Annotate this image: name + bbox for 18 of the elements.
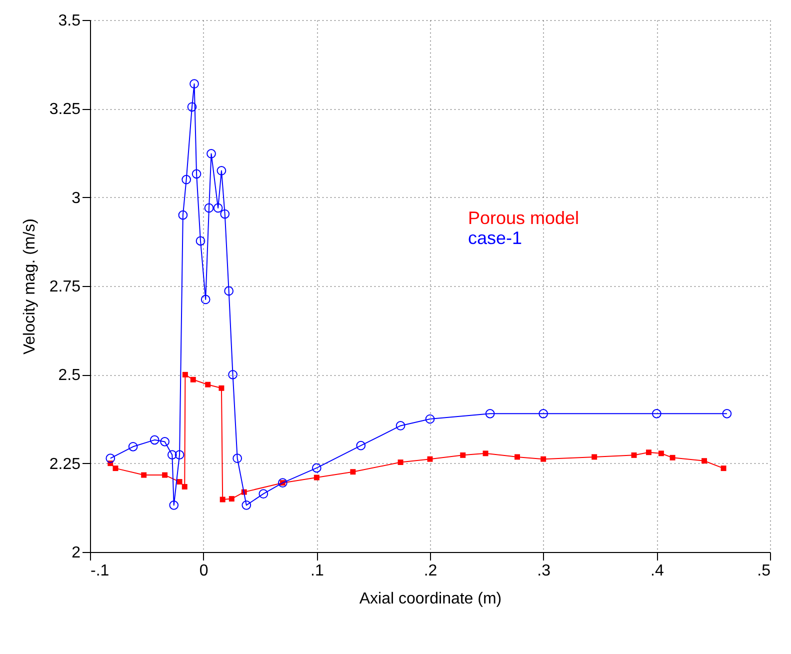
text: Porous model: [468, 208, 580, 228]
x-tick-label: .1: [310, 562, 324, 580]
y-tick-label: 3.5: [58, 12, 81, 30]
x-tick-label: 0: [199, 562, 208, 580]
y-tick-label: 2.25: [49, 456, 81, 473]
x-tick-label: .3: [537, 562, 551, 580]
y-tick-label: 2.75: [49, 278, 81, 296]
x-tick-label: .5: [757, 562, 771, 580]
x-axis-title: Axial coordinate (m): [359, 590, 502, 608]
y-tick-label: 2.5: [58, 367, 81, 384]
y-tick-label: 3.25: [49, 101, 81, 118]
y-tick-label: 2: [72, 544, 81, 562]
y-axis-title: Velocity mag. (m/s): [21, 218, 38, 355]
x-tick-label: .4: [650, 562, 664, 580]
x-tick-label: .2: [424, 562, 438, 580]
x-tick-label: -.1: [90, 562, 110, 580]
text: case-1: [468, 228, 522, 248]
y-tick-label: 3: [72, 190, 81, 207]
